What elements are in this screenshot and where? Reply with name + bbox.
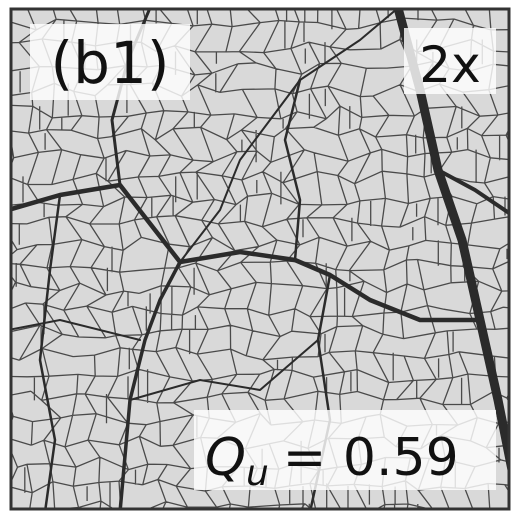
metric-label: Qu = 0.59 (205, 428, 459, 494)
metric-symbol: Q (205, 428, 246, 488)
metric-value: = 0.59 (283, 428, 459, 488)
magnification-label: 2x (419, 36, 480, 94)
panel-label: (b1) (51, 29, 170, 97)
figure-panel: (b1) 2x Qu = 0.59 (0, 0, 518, 519)
metric-subscript: u (246, 453, 269, 494)
